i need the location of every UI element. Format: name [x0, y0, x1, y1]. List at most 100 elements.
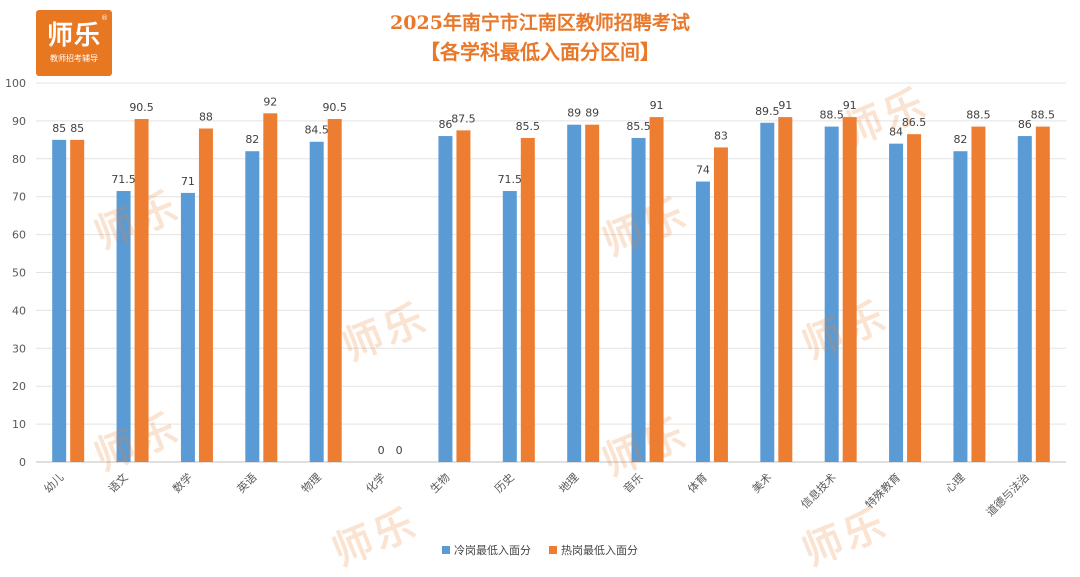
legend-item-cold: 冷岗最低入面分 — [442, 542, 531, 558]
bar-cold — [889, 143, 904, 462]
data-label: 71 — [181, 175, 195, 188]
bar-cold — [567, 124, 582, 462]
bar-cold — [824, 126, 839, 463]
bar-hot — [456, 130, 471, 462]
x-tick-label: 语文 — [105, 470, 130, 495]
data-label: 88 — [199, 110, 213, 123]
data-label: 74 — [696, 164, 710, 177]
bar-hot — [713, 147, 728, 462]
logo-brand: 师乐 — [46, 21, 101, 51]
data-label: 91 — [650, 99, 664, 112]
bar-cold — [116, 191, 131, 462]
data-label: 91 — [843, 99, 857, 112]
bar-cold — [953, 151, 968, 462]
bar-hot — [520, 137, 535, 462]
x-tick-label: 美术 — [750, 471, 775, 496]
data-label: 0 — [396, 444, 403, 457]
bar-hot — [649, 117, 664, 463]
data-label: 84 — [889, 126, 903, 139]
bar-hot — [585, 124, 600, 462]
bar-hot — [263, 113, 278, 462]
bar-cold — [52, 139, 67, 462]
data-label: 82 — [953, 133, 967, 146]
y-tick-label: 30 — [12, 342, 26, 355]
data-label: 84.5 — [304, 124, 329, 137]
y-tick-label: 40 — [12, 304, 26, 317]
data-label: 89.5 — [755, 105, 780, 118]
bar-hot — [134, 119, 149, 462]
data-label: 90.5 — [322, 101, 347, 114]
data-label: 86 — [438, 118, 452, 131]
bar-hot — [778, 117, 793, 463]
bar-hot — [1035, 126, 1050, 463]
bar-hot — [842, 117, 857, 463]
legend-swatch-hot — [549, 546, 557, 554]
data-label: 87.5 — [451, 112, 476, 125]
data-label: 82 — [245, 133, 259, 146]
x-tick-label: 音乐 — [620, 470, 645, 495]
legend-item-hot: 热岗最低入面分 — [549, 542, 638, 558]
bar-cold — [245, 151, 260, 462]
x-tick-label: 英语 — [234, 470, 259, 495]
data-label: 85.5 — [516, 120, 541, 133]
bar-cold — [1017, 136, 1032, 462]
x-tick-label: 地理 — [557, 471, 582, 496]
chart-title: 2025年南宁市江南区教师招聘考试 — [390, 12, 690, 34]
bar-hot — [971, 126, 986, 463]
data-label: 88.5 — [966, 109, 991, 122]
y-tick-label: 50 — [12, 267, 26, 280]
x-tick-label: 化学 — [363, 470, 388, 495]
y-tick-label: 80 — [12, 153, 26, 166]
x-tick-label: 体育 — [685, 470, 710, 495]
x-tick-label: 心理 — [943, 471, 968, 496]
chart-subtitle: 【各学科最低入面分区间】 — [420, 40, 660, 64]
x-tick-label: 特殊教育 — [862, 470, 903, 511]
bar-cold — [695, 181, 710, 463]
data-label: 71.5 — [111, 173, 136, 186]
data-label: 89 — [567, 107, 581, 120]
data-label: 88.5 — [1031, 109, 1056, 122]
y-tick-label: 0 — [19, 456, 26, 469]
y-tick-label: 20 — [12, 380, 26, 393]
data-label: 92 — [263, 95, 277, 108]
bar-hot — [198, 128, 213, 463]
bar-cold — [631, 137, 646, 462]
legend: 冷岗最低入面分 热岗最低入面分 — [0, 542, 1080, 558]
bar-cold — [180, 192, 195, 462]
data-label: 86 — [1018, 118, 1032, 131]
data-label: 91 — [778, 99, 792, 112]
data-label: 86.5 — [902, 116, 927, 129]
data-label: 88.5 — [819, 109, 844, 122]
logo: 师乐 教师招考辅导 ® — [36, 10, 112, 76]
x-tick-label: 信息技术 — [798, 470, 839, 511]
bar-hot — [907, 134, 922, 463]
data-label: 85.5 — [626, 120, 651, 133]
logo-tagline: 教师招考辅导 — [50, 54, 98, 63]
bar-cold — [438, 136, 453, 462]
y-tick-label: 70 — [12, 191, 26, 204]
bar-cold — [760, 122, 775, 463]
legend-label-cold: 冷岗最低入面分 — [454, 544, 531, 557]
x-tick-label: 道德与法治 — [983, 470, 1032, 519]
x-tick-label: 幼儿 — [42, 471, 67, 496]
legend-swatch-cold — [442, 546, 450, 554]
bar-hot — [70, 139, 85, 462]
data-label: 85 — [52, 122, 66, 135]
data-label: 71.5 — [498, 173, 523, 186]
bar-hot — [327, 119, 342, 462]
y-tick-label: 100 — [5, 77, 26, 90]
y-tick-label: 90 — [12, 115, 26, 128]
legend-label-hot: 热岗最低入面分 — [561, 544, 638, 557]
data-label: 83 — [714, 129, 728, 142]
x-tick-label: 物理 — [298, 470, 323, 495]
data-label: 85 — [70, 122, 84, 135]
y-tick-label: 10 — [12, 418, 26, 431]
data-label: 90.5 — [129, 101, 154, 114]
registered-mark-icon: ® — [101, 14, 108, 22]
x-tick-label: 生物 — [427, 470, 452, 495]
x-tick-label: 历史 — [492, 471, 517, 496]
x-tick-label: 数学 — [170, 470, 195, 495]
y-tick-label: 60 — [12, 229, 26, 242]
bar-cold — [309, 141, 324, 462]
